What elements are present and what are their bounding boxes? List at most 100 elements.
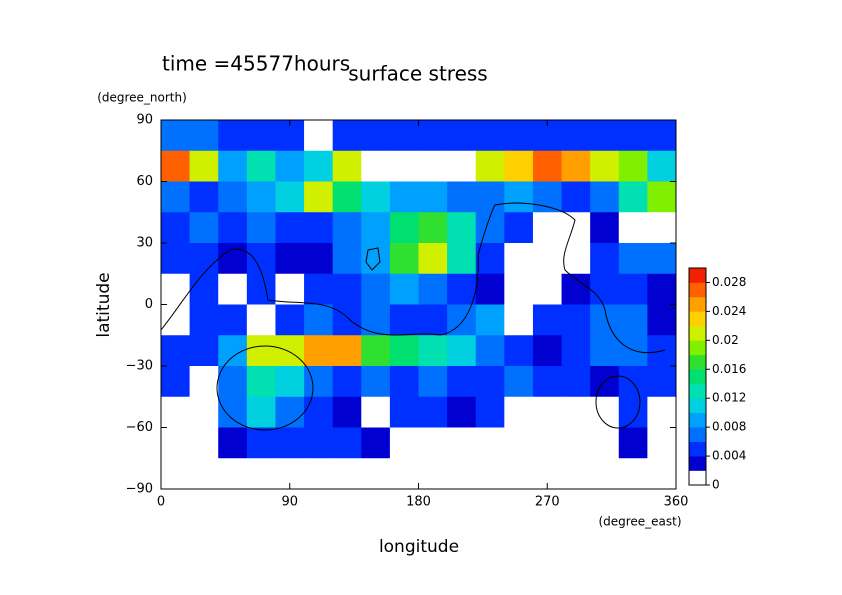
field-cell (532, 427, 563, 459)
field-cell (618, 427, 648, 459)
field-cell (218, 396, 248, 428)
field-cell (389, 150, 419, 182)
field-cell (332, 304, 362, 336)
field-cell (389, 120, 419, 152)
field-cell (418, 150, 448, 182)
field-cell (475, 366, 505, 398)
field-cell (389, 243, 419, 275)
field-cell (332, 120, 362, 152)
field-cell (647, 212, 677, 244)
field-cell (246, 243, 276, 275)
field-cell (618, 366, 648, 398)
field-cell (532, 304, 563, 336)
field (161, 120, 677, 490)
field-cell (618, 181, 648, 213)
field-cell (389, 304, 419, 336)
field-cell (218, 120, 248, 152)
field-cell (389, 212, 419, 244)
x-tick-label: 270 (535, 495, 560, 510)
field-cell (561, 427, 591, 459)
field-cell (647, 304, 677, 336)
field-cell (332, 243, 362, 275)
field-cell (647, 120, 677, 152)
field-cell (418, 458, 448, 490)
field-cell (218, 243, 248, 275)
field-cell (361, 396, 391, 428)
field-cell (475, 335, 505, 367)
field-cell (361, 181, 391, 213)
field-cell (218, 427, 248, 459)
y-tick-label: −90 (126, 482, 153, 497)
field-cell (647, 273, 677, 305)
colorbar-segment (689, 383, 706, 399)
field-cell (304, 120, 334, 152)
field-cell (504, 304, 534, 336)
field-cell (332, 150, 362, 182)
field-cell (447, 396, 477, 428)
field-cell (590, 150, 620, 182)
field-cell (189, 243, 219, 275)
field-cell (361, 273, 391, 305)
field-cell (504, 212, 534, 244)
field-cell (304, 181, 334, 213)
field-cell (447, 273, 477, 305)
field-cell (532, 150, 563, 182)
colorbar-segment (689, 412, 706, 428)
field-cell (418, 273, 448, 305)
field-cell (618, 243, 648, 275)
field-cell (647, 181, 677, 213)
colorbar-tick-label: 0.004 (712, 449, 746, 463)
field-cell (361, 366, 391, 398)
field-cell (561, 120, 591, 152)
field-cell (504, 458, 534, 490)
field-cell (590, 120, 620, 152)
field-cell (475, 304, 505, 336)
field-cell (389, 366, 419, 398)
y-tick-label: 90 (136, 113, 153, 128)
field-cell (418, 304, 448, 336)
field-cell (189, 366, 219, 398)
field-cell (561, 366, 591, 398)
field-cell (246, 396, 276, 428)
field-cell (332, 181, 362, 213)
field-cell (275, 273, 305, 305)
field-cell (361, 427, 391, 459)
field-cell (618, 304, 648, 336)
field-cell (418, 243, 448, 275)
field-cell (590, 427, 620, 459)
colorbar-tick-label: 0.008 (712, 420, 746, 434)
field-cell (447, 120, 477, 152)
field-cell (504, 427, 534, 459)
field-cell (475, 427, 505, 459)
field-cell (275, 396, 305, 428)
field-cell (218, 366, 248, 398)
field-cell (275, 335, 305, 367)
field-cell (161, 458, 191, 490)
field-cell (532, 335, 563, 367)
field-cell (475, 273, 505, 305)
field-cell (647, 150, 677, 182)
field-cell (246, 120, 276, 152)
y-tick-label: 30 (136, 236, 153, 251)
field-cell (246, 366, 276, 398)
field-cell (447, 212, 477, 244)
field-cell (161, 212, 191, 244)
field-cell (361, 212, 391, 244)
field-cell (332, 458, 362, 490)
field-cell (590, 458, 620, 490)
field-cell (246, 427, 276, 459)
field-cell (447, 243, 477, 275)
colorbar-segment (689, 398, 706, 413)
x-axis-units: (degree_east) (598, 515, 681, 529)
field-cell (475, 243, 505, 275)
field-cell (161, 366, 191, 398)
field-cell (332, 273, 362, 305)
field-cell (590, 273, 620, 305)
field-cell (475, 150, 505, 182)
x-tick-label: 0 (157, 495, 165, 510)
field-cell (418, 212, 448, 244)
colorbar-tick-label: 0.016 (712, 362, 746, 376)
field-cell (647, 396, 677, 428)
field-cell (246, 150, 276, 182)
